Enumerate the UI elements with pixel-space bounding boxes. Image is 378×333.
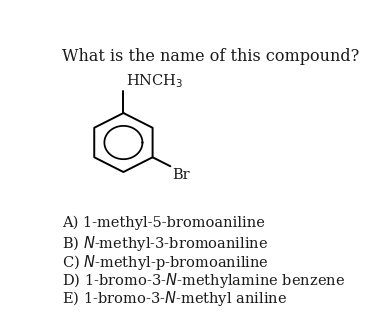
Text: E) 1-bromo-3-$\mathit{N}$-methyl aniline: E) 1-bromo-3-$\mathit{N}$-methyl aniline: [62, 289, 287, 308]
Text: HNCH$_3$: HNCH$_3$: [126, 72, 184, 90]
Text: B) $\mathit{N}$-methyl-3-bromoaniline: B) $\mathit{N}$-methyl-3-bromoaniline: [62, 234, 268, 253]
Text: Br: Br: [173, 167, 190, 181]
Text: C) $\mathit{N}$-methyl-p-bromoaniline: C) $\mathit{N}$-methyl-p-bromoaniline: [62, 252, 269, 271]
Text: D) 1-bromo-3-$\mathit{N}$-methylamine benzene: D) 1-bromo-3-$\mathit{N}$-methylamine be…: [62, 271, 345, 290]
Text: A) 1-methyl-5-bromoaniline: A) 1-methyl-5-bromoaniline: [62, 215, 265, 230]
Text: What is the name of this compound?: What is the name of this compound?: [62, 48, 359, 65]
